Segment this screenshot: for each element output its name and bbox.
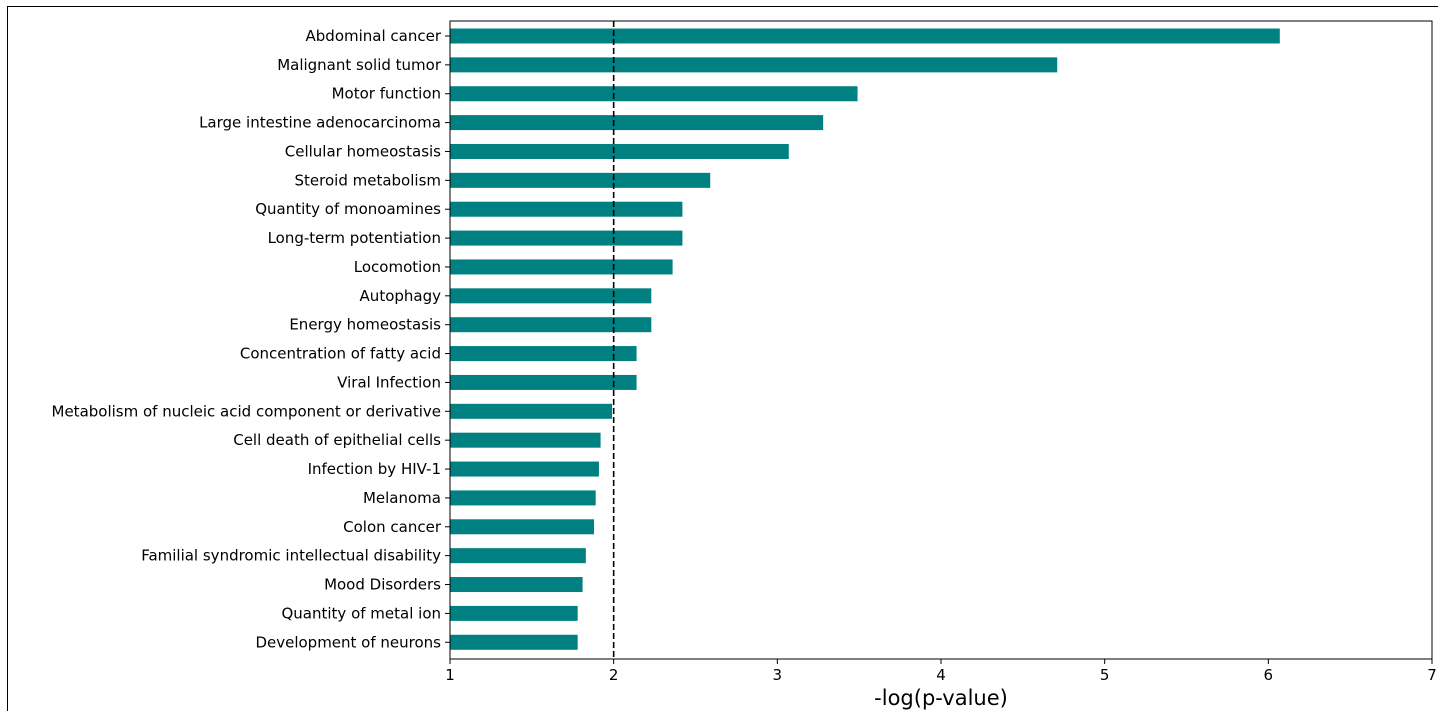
x-tick-label: 4	[936, 666, 946, 684]
bar	[450, 230, 683, 246]
bar	[450, 577, 583, 593]
bar	[450, 548, 586, 564]
bar	[450, 201, 683, 217]
category-label: Metabolism of nucleic acid component or …	[52, 402, 441, 420]
bar	[450, 490, 596, 506]
category-label: Colon cancer	[343, 518, 442, 536]
category-label: Energy homeostasis	[289, 316, 441, 334]
bar	[450, 143, 789, 159]
x-tick-label: 3	[773, 666, 783, 684]
bar	[450, 288, 652, 304]
category-label: Large intestine adenocarcinoma	[199, 114, 441, 132]
bar	[450, 86, 858, 102]
category-label: Cellular homeostasis	[285, 142, 441, 160]
plot-area	[449, 20, 1433, 660]
bar	[450, 172, 711, 188]
category-label: Infection by HIV-1	[308, 460, 441, 478]
x-tick-label: 2	[609, 666, 619, 684]
category-label: Malignant solid tumor	[277, 56, 442, 74]
category-label: Long-term potentiation	[268, 229, 441, 247]
bar	[450, 259, 673, 275]
category-label: Cell death of epithelial cells	[233, 431, 441, 449]
bars-group	[450, 28, 1280, 650]
category-label: Quantity of monoamines	[255, 200, 441, 218]
category-label: Steroid metabolism	[295, 171, 441, 189]
x-tick-label: 1	[445, 666, 455, 684]
bar	[450, 403, 613, 419]
x-tick-label: 7	[1427, 666, 1437, 684]
bar	[450, 374, 637, 390]
x-ticks-group: 1 2 3 4 5 6 7	[445, 659, 1437, 684]
category-label: Quantity of metal ion	[281, 604, 441, 622]
bar	[450, 432, 601, 448]
bar	[450, 634, 578, 650]
bar	[450, 346, 637, 362]
category-label: Motor function	[332, 85, 441, 103]
bar	[450, 317, 652, 333]
chart-frame	[7, 6, 1438, 711]
category-labels-group: Abdominal cancer Malignant solid tumor Mot…	[52, 27, 450, 651]
bar	[450, 28, 1280, 44]
category-label: Locomotion	[354, 258, 441, 276]
bar	[450, 115, 824, 131]
category-label: Concentration of fatty acid	[240, 345, 441, 363]
bar	[450, 605, 578, 621]
category-label: Abdominal cancer	[306, 27, 442, 45]
category-label: Autophagy	[360, 287, 442, 305]
category-label: Melanoma	[363, 489, 441, 507]
category-label: Familial syndromic intellectual disabili…	[141, 547, 441, 565]
x-axis-title: -log(p-value)	[874, 686, 1008, 710]
bar	[450, 461, 599, 477]
x-tick-label: 5	[1100, 666, 1110, 684]
bar	[450, 519, 595, 535]
category-label: Development of neurons	[255, 633, 441, 651]
x-tick-label: 6	[1264, 666, 1274, 684]
bar	[450, 57, 1058, 73]
category-label: Viral Infection	[337, 373, 441, 391]
category-label: Mood Disorders	[324, 576, 441, 594]
